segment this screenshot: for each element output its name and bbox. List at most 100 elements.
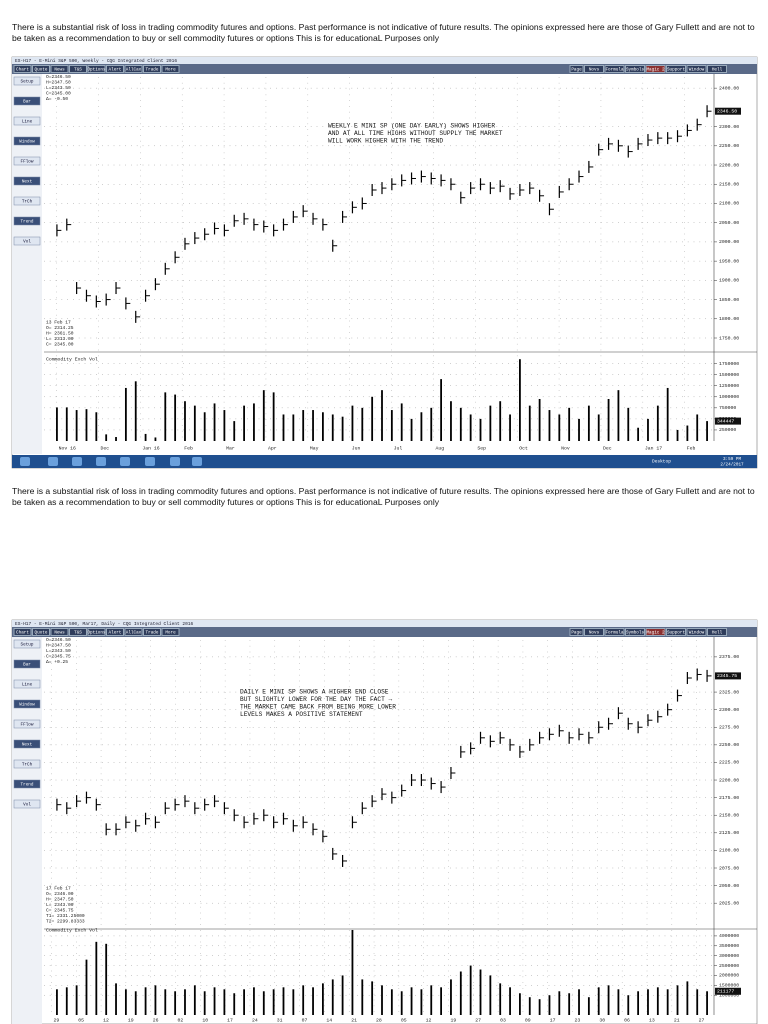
toolbar-button[interactable]: [604, 628, 625, 636]
toolbar-button[interactable]: [645, 628, 666, 636]
toolbar-button[interactable]: [625, 628, 645, 636]
y-tick-label: 2200.00: [719, 777, 739, 783]
toolbar-button[interactable]: [32, 628, 50, 636]
side-button[interactable]: [13, 659, 41, 669]
volume-bar: [105, 434, 108, 441]
side-button[interactable]: [13, 196, 41, 206]
toolbar-button[interactable]: [686, 628, 707, 636]
side-button[interactable]: [13, 799, 41, 809]
toolbar-button[interactable]: [666, 65, 686, 73]
volume-bar: [213, 403, 216, 441]
volume-bar: [597, 414, 600, 441]
toolbar-button[interactable]: [69, 65, 87, 73]
volume-bar: [144, 987, 147, 1015]
toolbar-button[interactable]: [707, 628, 727, 636]
toolbar-button[interactable]: [161, 65, 180, 73]
taskbar-icon[interactable]: [120, 457, 130, 466]
info-line: L=2343.50: [46, 648, 71, 654]
toolbar-button[interactable]: [124, 65, 143, 73]
toolbar-label: Trade: [146, 630, 159, 635]
volume-bar: [558, 414, 561, 441]
toolbar-button[interactable]: [161, 628, 180, 636]
y-tick-label: 2275.00: [719, 725, 739, 731]
toolbar-button[interactable]: [50, 628, 69, 636]
side-button[interactable]: [13, 719, 41, 729]
side-button[interactable]: [13, 216, 41, 226]
vol-tick-label: 1000000: [719, 992, 739, 998]
annotation: WILL WORK HIGHER WITH THE TREND: [328, 138, 443, 145]
side-button[interactable]: [13, 639, 41, 649]
toolbar-button[interactable]: [32, 65, 50, 73]
y-tick-label: 1950.00: [719, 258, 739, 264]
side-button[interactable]: [13, 759, 41, 769]
side-button[interactable]: [13, 156, 41, 166]
toolbar-button[interactable]: [604, 65, 625, 73]
taskbar-icon[interactable]: [170, 457, 180, 466]
y-tick-label: 2175.00: [719, 795, 739, 801]
side-button[interactable]: [13, 236, 41, 246]
toolbar-button[interactable]: [13, 628, 32, 636]
toolbar-button[interactable]: [124, 628, 143, 636]
toolbar-button[interactable]: [569, 65, 584, 73]
y-tick-label: 2300.00: [719, 124, 739, 130]
side-label: Bar: [23, 662, 31, 667]
volume-bar: [509, 987, 511, 1015]
last-price-box: [715, 672, 741, 680]
taskbar-icon[interactable]: [192, 457, 202, 466]
toolbar-button[interactable]: [686, 65, 707, 73]
toolbar-button[interactable]: [645, 65, 666, 73]
y-tick-label: 2150.00: [719, 182, 739, 188]
side-button[interactable]: [13, 116, 41, 126]
toolbar-button[interactable]: [69, 628, 87, 636]
x-tick-label: 07: [302, 1017, 308, 1023]
vol-tick-label: 250000: [719, 427, 736, 433]
toolbar-label: Alert: [109, 67, 122, 72]
toolbar-button[interactable]: [584, 65, 604, 73]
toolbar-button[interactable]: [143, 65, 161, 73]
toolbar-button[interactable]: [13, 65, 32, 73]
y-tick-label: 1900.00: [719, 278, 739, 284]
window: [11, 56, 758, 469]
y-tick-label: 2250.00: [719, 143, 739, 149]
toolbar-button[interactable]: [625, 65, 645, 73]
volume-bar: [469, 414, 472, 441]
taskbar-icon[interactable]: [48, 457, 58, 466]
toolbar-button[interactable]: [87, 65, 106, 73]
toolbar-button[interactable]: [584, 628, 604, 636]
toolbar-button[interactable]: [569, 628, 584, 636]
taskbar-icon[interactable]: [96, 457, 106, 466]
side-button[interactable]: [13, 779, 41, 789]
taskbar-icon[interactable]: [145, 457, 155, 466]
annotation: THE MARKET CAME BACK FROM BEING MORE LOW…: [240, 704, 396, 711]
toolbar-button[interactable]: [106, 628, 124, 636]
volume-bar: [489, 405, 492, 441]
volume-bar: [95, 412, 98, 441]
side-button[interactable]: [13, 136, 41, 146]
toolbar-label: More: [165, 630, 176, 635]
side-button[interactable]: [13, 96, 41, 106]
taskbar-icon[interactable]: [20, 457, 30, 466]
volume-bar: [538, 399, 541, 441]
volume-bar: [282, 987, 285, 1015]
side-button[interactable]: [13, 679, 41, 689]
volume-bar: [144, 433, 147, 441]
volume-bar: [233, 421, 236, 441]
side-button[interactable]: [13, 699, 41, 709]
side-button[interactable]: [13, 76, 41, 86]
toolbar-button[interactable]: [87, 628, 106, 636]
toolbar: [12, 627, 757, 637]
toolbar-button[interactable]: [666, 628, 686, 636]
volume-bar: [85, 959, 88, 1015]
volume-bar: [272, 392, 275, 441]
toolbar-button[interactable]: [707, 65, 727, 73]
toolbar-button[interactable]: [106, 65, 124, 73]
taskbar-icon[interactable]: [72, 457, 82, 466]
side-button[interactable]: [13, 176, 41, 186]
volume-bar: [637, 427, 640, 441]
vol-tick-label: 1000000: [719, 394, 739, 400]
toolbar-button[interactable]: [143, 628, 161, 636]
toolbar-button[interactable]: [50, 65, 69, 73]
volume-bar: [459, 971, 462, 1015]
side-button[interactable]: [13, 739, 41, 749]
volume-bar: [607, 985, 610, 1015]
